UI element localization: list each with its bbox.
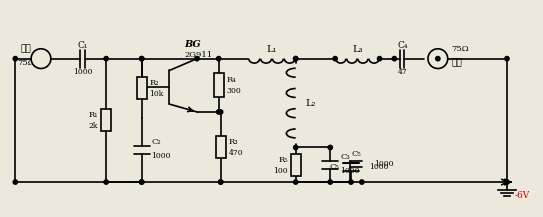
Text: 1000: 1000 bbox=[151, 152, 171, 160]
Circle shape bbox=[195, 56, 199, 61]
Text: L₃: L₃ bbox=[352, 45, 363, 54]
Circle shape bbox=[218, 180, 223, 184]
Circle shape bbox=[218, 180, 223, 184]
Circle shape bbox=[140, 56, 144, 61]
Text: 10k: 10k bbox=[149, 90, 164, 98]
Circle shape bbox=[294, 145, 298, 150]
Text: 300: 300 bbox=[226, 87, 241, 95]
Text: 1000: 1000 bbox=[369, 163, 388, 171]
Text: R₁: R₁ bbox=[89, 111, 98, 119]
Bar bbox=[214, 73, 224, 97]
Text: -6V: -6V bbox=[515, 191, 530, 200]
Circle shape bbox=[13, 56, 17, 61]
Text: 1000: 1000 bbox=[73, 69, 92, 76]
Circle shape bbox=[140, 180, 144, 184]
Bar bbox=[101, 110, 111, 131]
Circle shape bbox=[428, 49, 448, 69]
Circle shape bbox=[294, 180, 298, 184]
Text: C₅: C₅ bbox=[351, 150, 361, 158]
Circle shape bbox=[104, 180, 108, 184]
Text: 1000: 1000 bbox=[340, 167, 359, 175]
Text: 47: 47 bbox=[397, 69, 407, 76]
Bar bbox=[137, 77, 147, 99]
Text: L₂: L₂ bbox=[306, 99, 316, 108]
Circle shape bbox=[217, 110, 221, 114]
Text: 输入: 输入 bbox=[21, 44, 31, 53]
Text: 75Ω: 75Ω bbox=[17, 59, 35, 67]
Text: C₁: C₁ bbox=[77, 41, 87, 50]
Circle shape bbox=[505, 56, 509, 61]
Text: 2G911: 2G911 bbox=[184, 51, 212, 59]
Text: 75Ω: 75Ω bbox=[452, 45, 469, 53]
Text: 输出: 输出 bbox=[452, 58, 463, 67]
Circle shape bbox=[217, 56, 221, 61]
Circle shape bbox=[294, 56, 298, 61]
Text: L₁: L₁ bbox=[267, 45, 277, 54]
Circle shape bbox=[328, 180, 332, 184]
Circle shape bbox=[328, 145, 332, 150]
Circle shape bbox=[140, 56, 144, 61]
Text: C₅: C₅ bbox=[330, 163, 339, 171]
Text: C₂: C₂ bbox=[151, 138, 161, 146]
Bar bbox=[216, 136, 225, 158]
Circle shape bbox=[392, 56, 396, 61]
Circle shape bbox=[140, 180, 144, 184]
Text: R₅: R₅ bbox=[278, 156, 288, 164]
Circle shape bbox=[359, 180, 364, 184]
Circle shape bbox=[31, 49, 51, 69]
Text: 470: 470 bbox=[229, 149, 243, 157]
Circle shape bbox=[218, 110, 223, 114]
Circle shape bbox=[435, 56, 440, 61]
Text: R₂: R₂ bbox=[149, 79, 159, 87]
Circle shape bbox=[13, 180, 17, 184]
Text: C₄: C₄ bbox=[397, 41, 408, 50]
Circle shape bbox=[333, 56, 337, 61]
Text: 100: 100 bbox=[273, 167, 288, 175]
Bar bbox=[291, 154, 301, 176]
Circle shape bbox=[104, 56, 108, 61]
Text: R₃: R₃ bbox=[229, 138, 238, 146]
Circle shape bbox=[349, 180, 353, 184]
Circle shape bbox=[294, 56, 298, 61]
Text: 2k: 2k bbox=[89, 122, 98, 130]
Text: BG: BG bbox=[184, 40, 201, 49]
Text: R₄: R₄ bbox=[226, 76, 236, 84]
Text: 1000: 1000 bbox=[374, 160, 393, 168]
Circle shape bbox=[377, 56, 382, 61]
Circle shape bbox=[505, 180, 509, 184]
Text: C₃: C₃ bbox=[340, 153, 350, 161]
